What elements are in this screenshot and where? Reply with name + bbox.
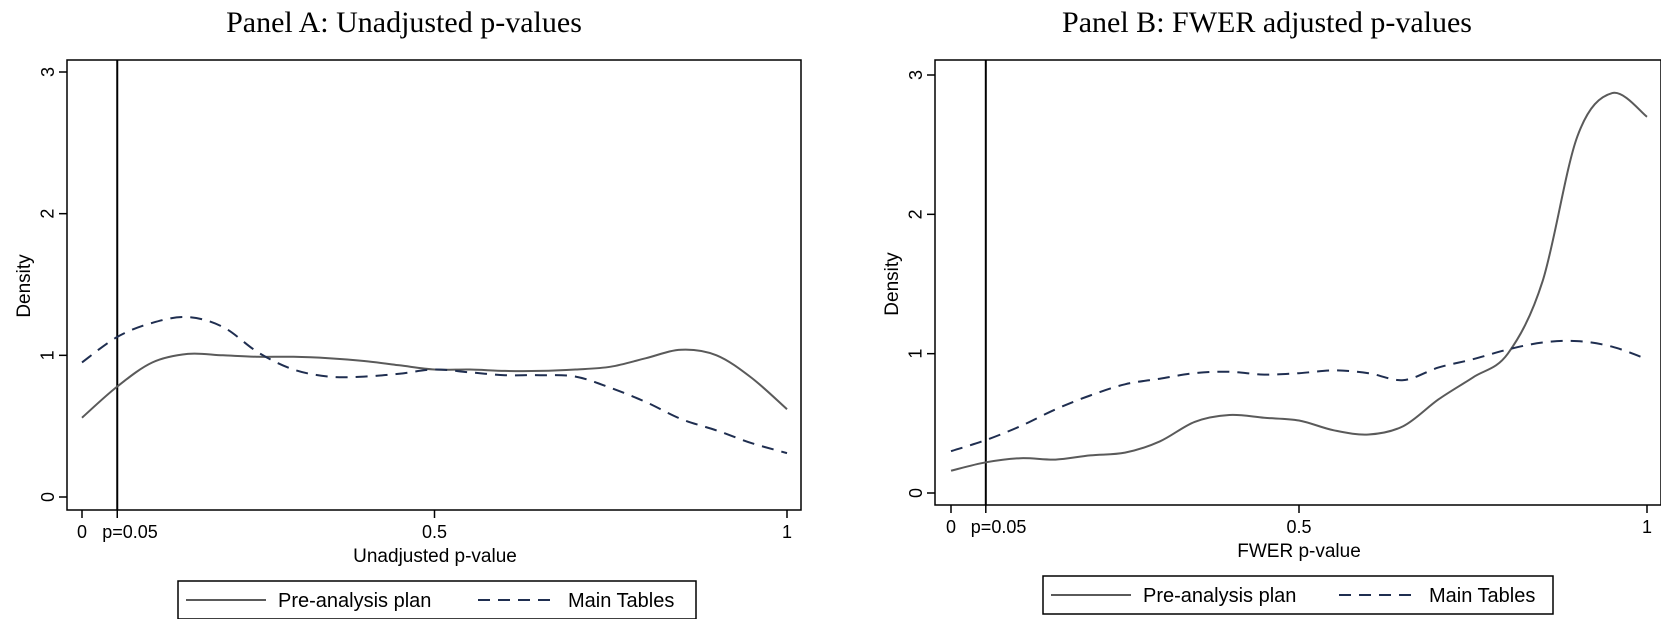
panel-b-title: Panel B: FWER adjusted p-values — [1062, 6, 1472, 39]
panel-b-series-line-pre-analysis-plan — [950, 92, 1648, 472]
panel-a-title: Panel A: Unadjusted p-values — [226, 6, 582, 39]
panel-b-x-tick-label-3: 1 — [1642, 517, 1652, 537]
panel-b-legend-label-main-tables: Main Tables — [1429, 585, 1535, 607]
panel-b: Panel B: FWER adjusted p-values 0 p=0.05 0… — [882, 6, 1661, 615]
panel-b-y-tick-label-2: 2 — [906, 209, 926, 219]
panel-a-y-axis-label: Density — [14, 254, 35, 318]
panel-a-y-tick-label-1: 1 — [38, 350, 58, 360]
panel-a-x-tick-label-0: 0 — [77, 522, 87, 542]
panel-b-legend: Pre-analysis plan Main Tables — [1042, 575, 1554, 615]
panel-b-x-tick-label-1: p=0.05 — [971, 517, 1027, 537]
panel-a-legend-box — [177, 580, 697, 619]
panel-b-x-tick-label-0: 0 — [946, 517, 956, 537]
panel-b-y-axis-label: Density — [882, 252, 903, 316]
panel-a-x-axis-label: Unadjusted p-value — [353, 546, 517, 567]
panel-a-series-line-pre-analysis-plan — [81, 348, 788, 419]
panel-b-y-tick-label-1: 1 — [906, 349, 926, 359]
panel-a-y-tick-label-0: 0 — [38, 492, 58, 502]
panel-b-x-axis-label: FWER p-value — [1237, 541, 1361, 562]
panel-b-series-line-main-tables — [950, 339, 1648, 453]
panel-a-y-tick-label-2: 2 — [38, 209, 58, 219]
panel-b-x-tick-label-2: 0.5 — [1286, 517, 1311, 537]
panel-a-legend-label-main-tables: Main Tables — [568, 590, 674, 612]
panel-a-x-tick-label-1: p=0.05 — [102, 522, 158, 542]
panel-a-legend: Pre-analysis plan Main Tables — [177, 580, 697, 619]
panel-a-legend-label-pre-analysis: Pre-analysis plan — [278, 590, 431, 612]
panel-b-legend-label-pre-analysis: Pre-analysis plan — [1143, 585, 1296, 607]
panel-a: Panel A: Unadjusted p-values 0 p=0.05 0.5 1… — [14, 6, 802, 619]
panel-a-plot-frame — [66, 59, 802, 511]
panel-b-y-tick-label-3: 3 — [906, 70, 926, 80]
panel-b-plot-frame — [934, 59, 1661, 506]
panel-a-series-line-main-tables — [81, 316, 788, 455]
panel-a-x-tick-label-3: 1 — [782, 522, 792, 542]
panel-a-y-tick-label-3: 3 — [38, 67, 58, 77]
panel-b-y-tick-label-0: 0 — [906, 488, 926, 498]
panel-a-x-tick-label-2: 0.5 — [422, 522, 447, 542]
